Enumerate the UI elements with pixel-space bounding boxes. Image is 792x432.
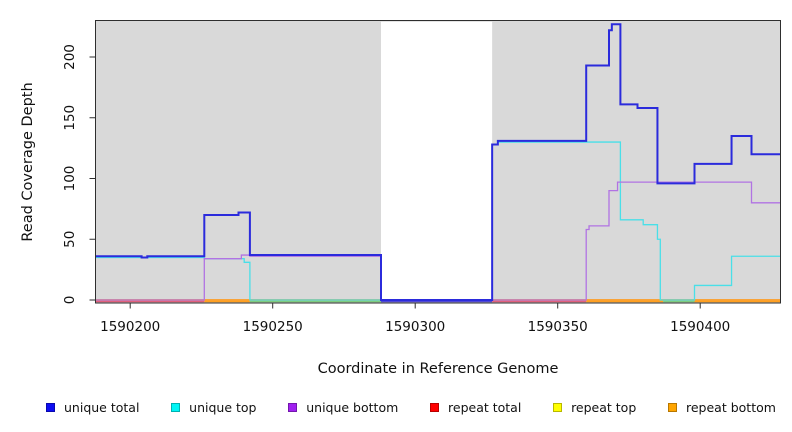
series-line-unique-bottom (96, 181, 780, 301)
x-tick-label: 1590350 (528, 319, 588, 335)
x-tick-label: 1590200 (100, 319, 160, 335)
y-tick-label: 50 (62, 231, 78, 248)
legend-item-label: repeat top (571, 399, 637, 415)
legend: unique total unique top unique bottom repea… (46, 396, 776, 418)
y-tick-label: 150 (62, 105, 78, 131)
unique-bottom-swatch-icon (288, 402, 298, 412)
gap-region (381, 21, 493, 302)
coverage-chart: 1590200 1590250 1590300 1590350 1590400 0 50 10… (20, 20, 781, 377)
legend-item-label: unique bottom (306, 399, 399, 415)
series-line-unique-top (96, 141, 780, 301)
legend-item-unique-bottom: unique bottom (288, 400, 398, 415)
x-tick-label: 1590300 (385, 319, 445, 335)
y-tick-label: 0 (62, 296, 78, 305)
repeat-top-swatch-icon (553, 402, 563, 412)
legend-item-unique-top: unique top (171, 400, 256, 415)
x-tick-label: 1590400 (670, 319, 730, 335)
plot-layer: 1590200 1590250 1590300 1590350 1590400 0 50 10… (62, 20, 781, 335)
repeat-bottom-swatch-icon (668, 402, 677, 412)
y-tick-label: 200 (62, 44, 78, 70)
x-tick-label: 1590250 (243, 319, 303, 335)
legend-item-label: unique top (189, 399, 257, 415)
legend-item-repeat-top: repeat top (553, 400, 636, 415)
unique-top-swatch-icon (171, 402, 181, 412)
series-line-unique-total (96, 23, 780, 301)
y-axis-title: Read Coverage Depth (20, 82, 36, 241)
unique-total-swatch-icon (46, 402, 55, 412)
y-tick-label: 100 (62, 166, 78, 192)
x-axis-title: Coordinate in Reference Genome (318, 361, 559, 377)
legend-item-label: repeat bottom (686, 399, 776, 415)
plot-frame (95, 20, 781, 304)
legend-item-unique-total: unique total (46, 400, 139, 415)
legend-item-label: repeat total (448, 399, 522, 415)
legend-item-repeat-bottom: repeat bottom (668, 400, 776, 415)
legend-item-label: unique total (64, 399, 140, 415)
legend-item-repeat-total: repeat total (430, 400, 521, 415)
repeat-total-swatch-icon (430, 402, 440, 412)
